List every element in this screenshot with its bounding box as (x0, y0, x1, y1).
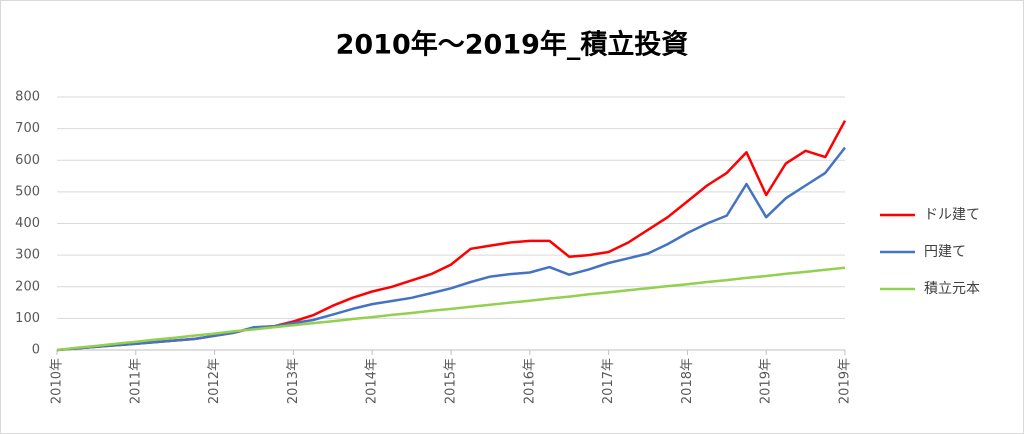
y-tick-label: 200 (15, 279, 40, 294)
x-tick-label: 2010年 (50, 358, 65, 404)
x-tick-label: 2014年 (365, 358, 380, 404)
y-tick-label: 500 (15, 184, 40, 199)
chart-title: 2010年～2019年_積立投資 (336, 29, 689, 61)
x-tick-label: 2018年 (680, 358, 695, 404)
x-tick-label: 2015年 (444, 358, 459, 404)
legend-label: 積立元本 (924, 281, 980, 297)
x-tick-label: 2017年 (601, 358, 616, 404)
x-tick-label: 2019年 (838, 358, 853, 404)
data-line (56, 146, 846, 352)
x-tick-label: 2013年 (286, 358, 301, 404)
y-tick-label: 600 (15, 153, 40, 168)
x-tick-label: 2019年 (759, 358, 774, 404)
x-tick-label: 2012年 (207, 358, 222, 404)
y-tick-label: 700 (15, 121, 40, 136)
legend-label: 円建て (924, 244, 966, 260)
y-tick-label: 300 (15, 248, 40, 263)
x-tick-label: 2011年 (128, 358, 143, 404)
y-tick-label: 800 (15, 90, 40, 105)
y-tick-label: 0 (32, 343, 40, 358)
data-line (56, 266, 846, 352)
x-tick-label: 2016年 (522, 358, 537, 404)
y-tick-label: 100 (15, 311, 40, 326)
legend-label: ドル建て (924, 207, 980, 223)
y-tick-label: 400 (15, 216, 40, 231)
